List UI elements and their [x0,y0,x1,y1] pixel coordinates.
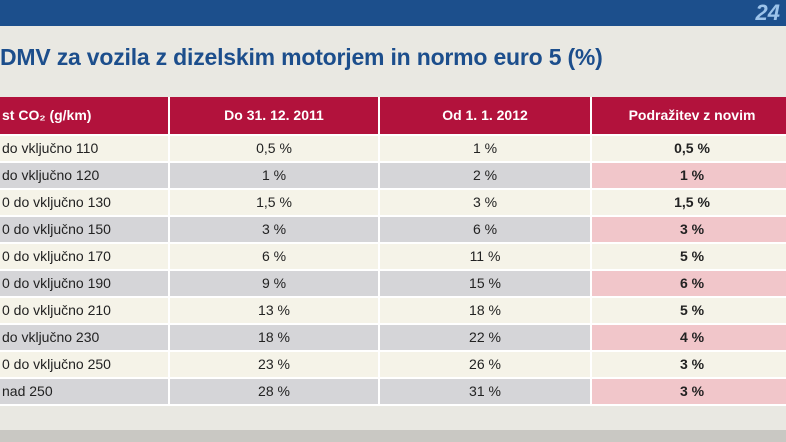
table-cell: 23 % [170,352,378,377]
table-cell: 0 do vključno 210 [0,298,168,323]
bottom-strip [0,430,786,442]
table-cell: 0 do vključno 250 [0,352,168,377]
table-cell: do vključno 120 [0,163,168,188]
top-bar: 24 [0,0,786,26]
table-row: 0 do vključno 130 1,5 % 3 % 1,5 % [0,190,786,215]
table-cell: 0,5 % [592,136,786,161]
table: st CO₂ (g/km) Do 31. 12. 2011 Od 1. 1. 201… [0,97,786,406]
table-cell: 18 % [380,298,590,323]
table-cell: 31 % [380,379,590,404]
table-row: 0 do vključno 190 9 % 15 % 6 % [0,271,786,296]
table-cell: 0 do vključno 170 [0,244,168,269]
table-row: 0 do vključno 210 13 % 18 % 5 % [0,298,786,323]
column-header: Do 31. 12. 2011 [170,97,378,134]
table-row: 0 do vključno 170 6 % 11 % 5 % [0,244,786,269]
page-number: 24 [755,0,780,25]
table-cell: 22 % [380,325,590,350]
table-cell: 28 % [170,379,378,404]
table-row: do vključno 120 1 % 2 % 1 % [0,163,786,188]
table-cell: 1,5 % [592,190,786,215]
table-cell: nad 250 [0,379,168,404]
table-cell: 6 % [592,271,786,296]
table-row: 0 do vključno 150 3 % 6 % 3 % [0,217,786,242]
table-cell: 3 % [592,217,786,242]
table-cell: 11 % [380,244,590,269]
table-cell: 13 % [170,298,378,323]
table-cell: 3 % [592,379,786,404]
column-header: Podražitev z novim [592,97,786,134]
table-cell: 15 % [380,271,590,296]
table-row: 0 do vključno 250 23 % 26 % 3 % [0,352,786,377]
table-cell: 5 % [592,244,786,269]
table-cell: 3 % [592,352,786,377]
column-header: st CO₂ (g/km) [0,97,168,134]
table-cell: 26 % [380,352,590,377]
column-header: Od 1. 1. 2012 [380,97,590,134]
table-cell: 3 % [170,217,378,242]
table-cell: 3 % [380,190,590,215]
table-cell: 1 % [170,163,378,188]
table-cell: 2 % [380,163,590,188]
table-cell: 6 % [380,217,590,242]
table-cell: 0,5 % [170,136,378,161]
table-cell: 1,5 % [170,190,378,215]
table-row: nad 250 28 % 31 % 3 % [0,379,786,404]
table-cell: do vključno 230 [0,325,168,350]
table-cell: 6 % [170,244,378,269]
table-row: do vključno 110 0,5 % 1 % 0,5 % [0,136,786,161]
table-cell: 9 % [170,271,378,296]
header-row: st CO₂ (g/km) Do 31. 12. 2011 Od 1. 1. 201… [0,97,786,134]
table-cell: 0 do vključno 190 [0,271,168,296]
table-cell: 1 % [380,136,590,161]
table-cell: 4 % [592,325,786,350]
table-cell: 0 do vključno 130 [0,190,168,215]
table-cell: 0 do vključno 150 [0,217,168,242]
table-cell: 18 % [170,325,378,350]
table-cell: 1 % [592,163,786,188]
title: DMV za vozila z dizelskim motorjem in no… [0,44,603,70]
table-row: do vključno 230 18 % 22 % 4 % [0,325,786,350]
table-cell: 5 % [592,298,786,323]
table-cell: do vključno 110 [0,136,168,161]
